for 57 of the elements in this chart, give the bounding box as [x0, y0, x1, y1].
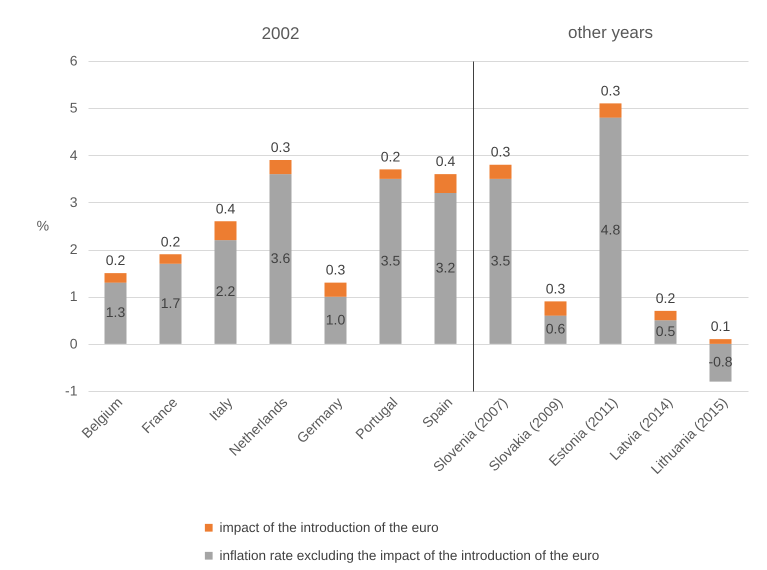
bar [324, 296, 346, 344]
bar [490, 178, 512, 344]
bar [270, 174, 292, 344]
chart-title: 2002 [262, 24, 300, 43]
bar [160, 254, 182, 264]
data-label: 3.6 [270, 250, 290, 266]
data-label: 3.2 [436, 259, 456, 276]
y-tick-label: 4 [70, 146, 78, 163]
bar [434, 174, 456, 193]
bar [544, 301, 566, 316]
data-label: 3.5 [380, 252, 400, 268]
data-label: 0.3 [326, 262, 346, 278]
data-label: 0.5 [656, 323, 676, 340]
data-label: 0.3 [490, 144, 510, 160]
y-axis-title: % [36, 218, 50, 234]
data-label: 0.3 [546, 280, 566, 296]
y-tick-label: 2 [70, 241, 78, 258]
data-label: 1.3 [106, 304, 126, 320]
data-label: 4.8 [600, 222, 620, 238]
data-label: 1.7 [160, 294, 180, 311]
chart-title: other years [568, 23, 654, 42]
data-label: 1.0 [326, 311, 346, 328]
y-tick-label: -1 [65, 382, 78, 398]
data-label: 0.2 [106, 252, 126, 268]
data-label: 0.6 [546, 320, 566, 337]
data-label: 3.5 [490, 252, 510, 268]
bar [160, 264, 182, 344]
bar [214, 240, 236, 344]
data-label: 0.2 [160, 233, 180, 250]
y-tick-label: 1 [70, 288, 78, 304]
bar [600, 118, 622, 344]
legend-label: inflation rate excluding the impact of the introduction of the euro [220, 548, 600, 563]
bar [600, 103, 622, 118]
data-label: 0.2 [656, 290, 676, 306]
data-label: 0.4 [436, 153, 456, 170]
bar [380, 178, 402, 344]
bar [434, 193, 456, 344]
y-tick-label: 6 [70, 52, 78, 68]
bar [490, 164, 512, 179]
bar [710, 339, 732, 344]
bar [654, 310, 676, 320]
y-tick-label: 5 [70, 100, 78, 116]
bar [104, 282, 126, 344]
data-label: 0.3 [270, 139, 290, 155]
data-label: 0.4 [216, 200, 236, 216]
y-tick-label: 0 [70, 335, 78, 352]
data-label: 0.3 [600, 82, 620, 98]
data-label: 0.2 [380, 148, 400, 164]
y-tick-label: 3 [70, 194, 78, 210]
data-label: 2.2 [216, 283, 236, 299]
bar [104, 273, 126, 283]
legend-label: impact of the introduction of the euro [220, 520, 439, 535]
bar [214, 221, 236, 240]
data-label: 0.1 [710, 318, 730, 334]
bar [380, 169, 402, 179]
bar [324, 282, 346, 297]
bar [270, 160, 292, 174]
